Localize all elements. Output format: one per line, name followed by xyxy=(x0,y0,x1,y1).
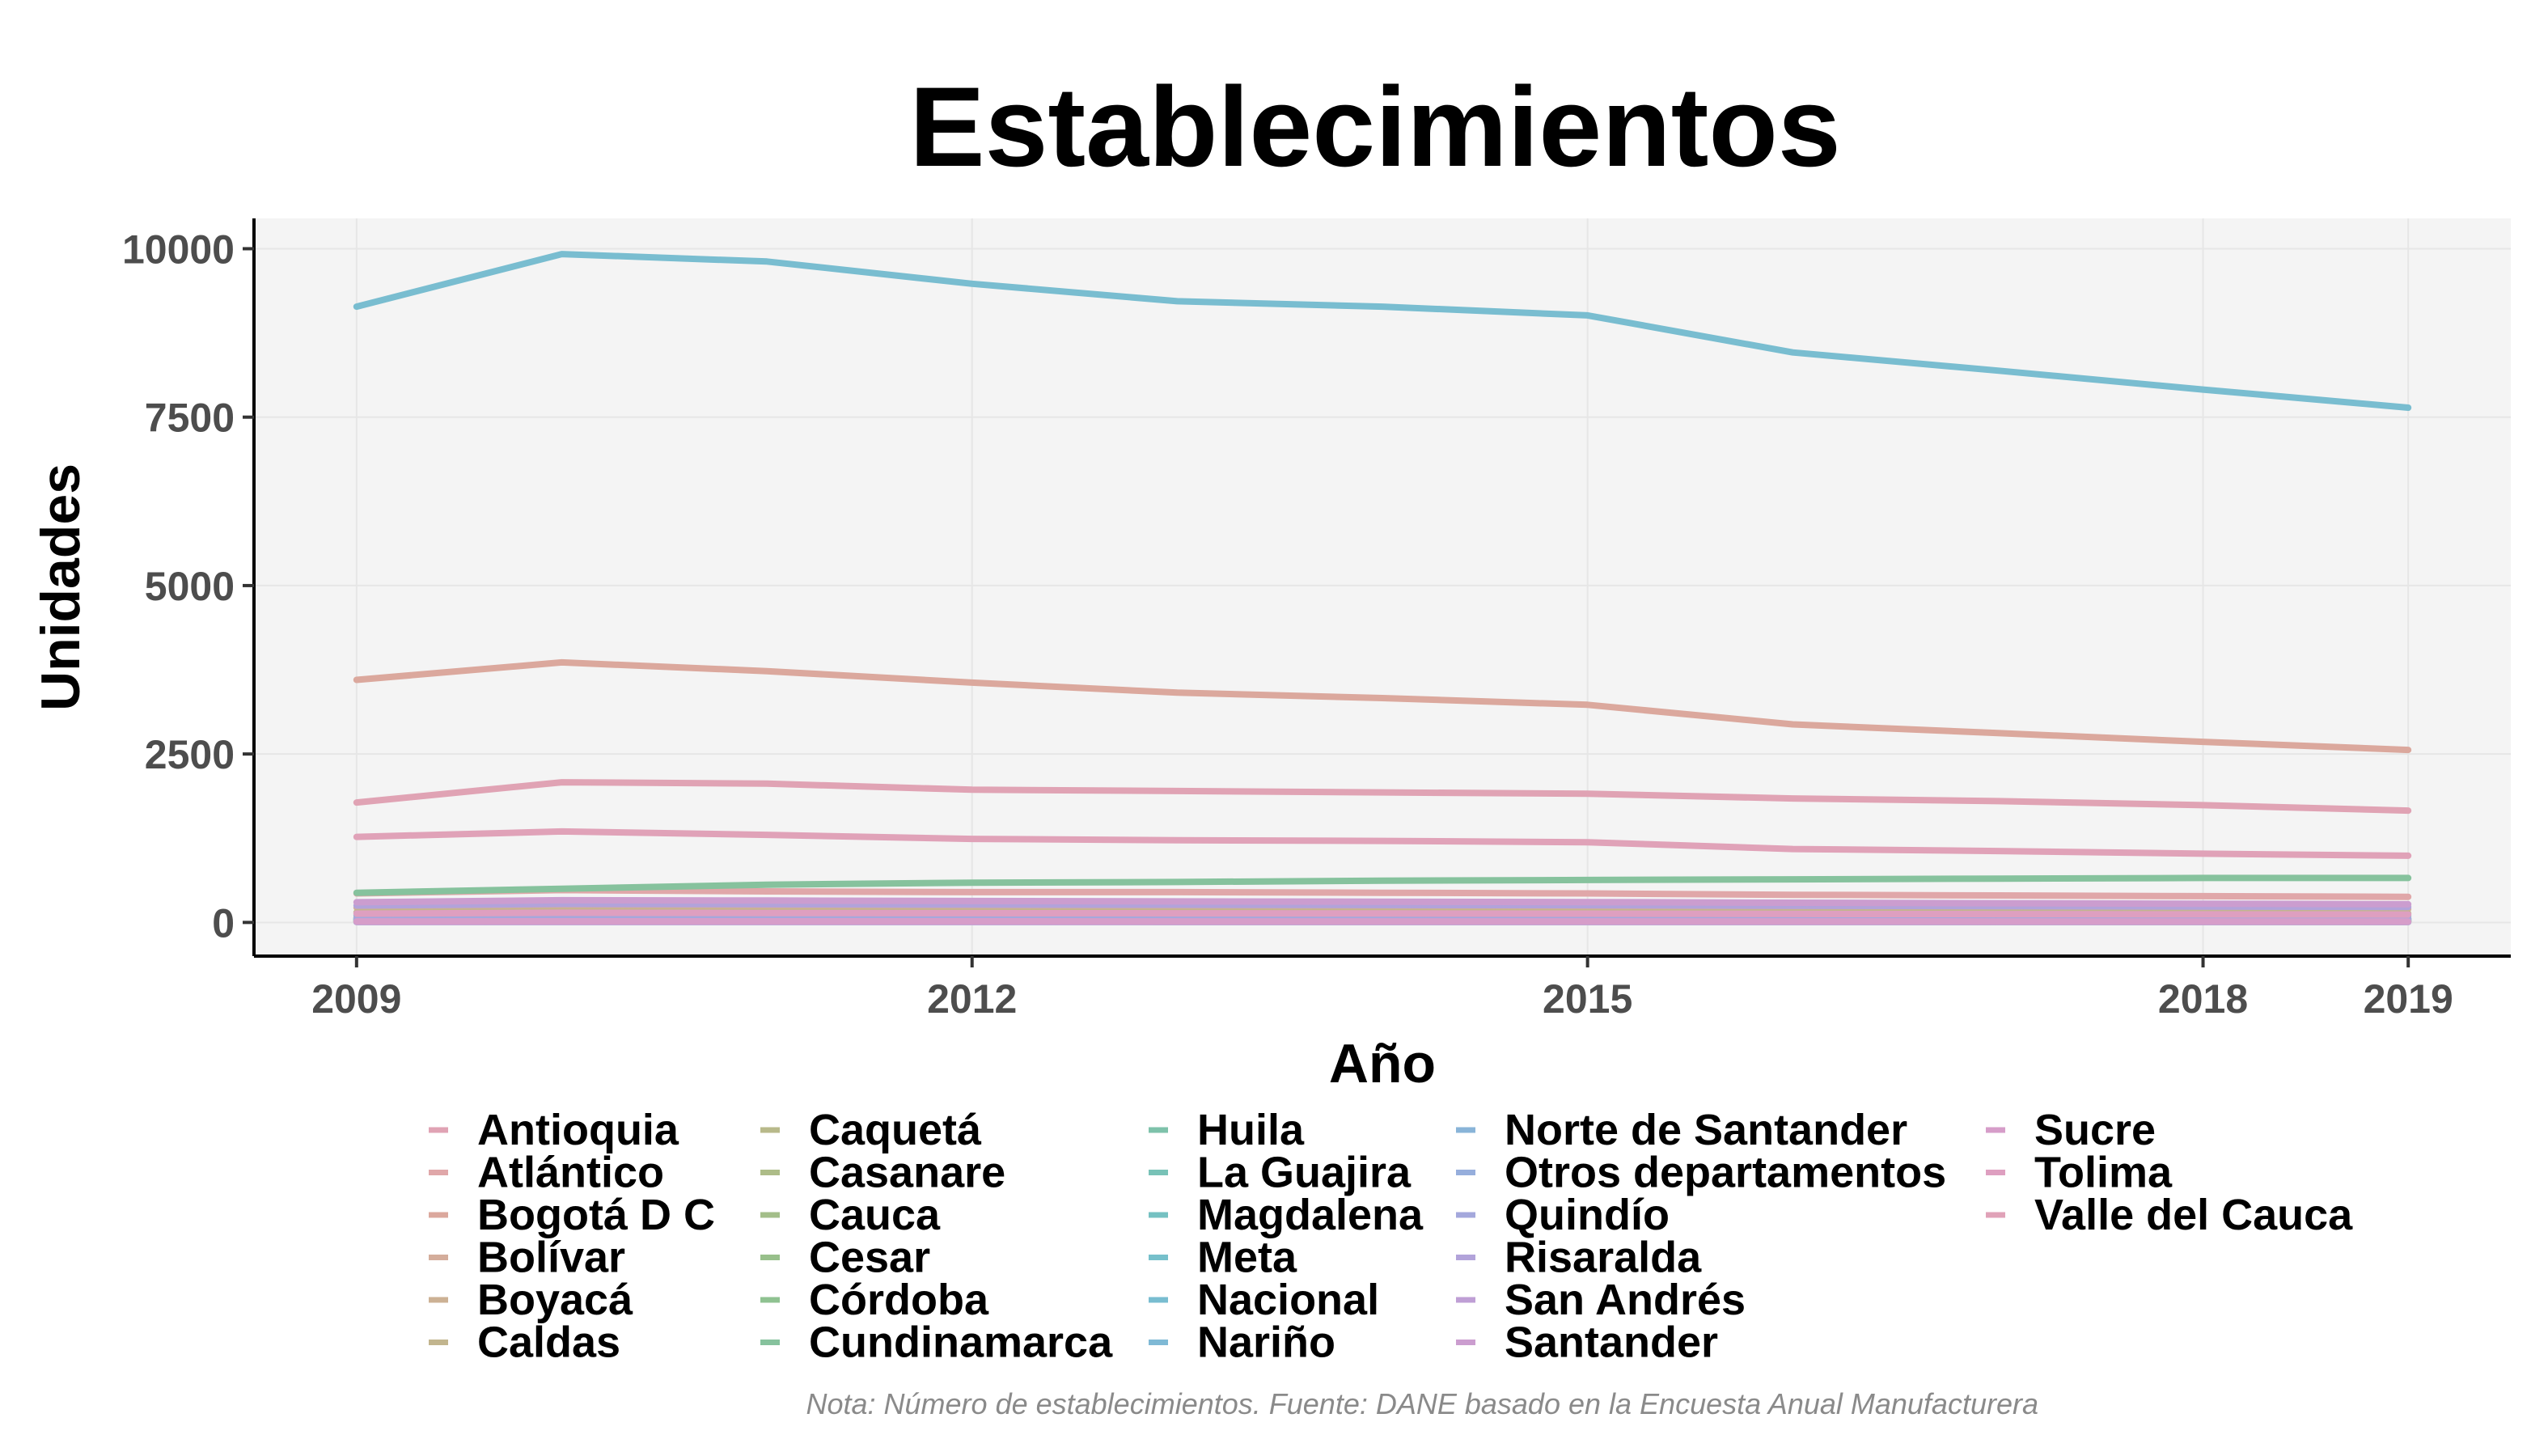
series-line-atlántico xyxy=(353,887,2412,900)
x-tick-label: 2019 xyxy=(2364,976,2453,1022)
x-axis-ticks: 2009 2012 2015 2018 2019 xyxy=(311,956,2453,1022)
legend-label: Huila xyxy=(1197,1106,1305,1154)
legend-label: Valle del Cauca xyxy=(2034,1191,2353,1239)
legend-label: Meta xyxy=(1197,1234,1297,1282)
series-line-tolima xyxy=(353,909,2412,918)
series-line-nacional xyxy=(353,251,2412,411)
series-line-bogotá-d-c xyxy=(353,658,2412,754)
y-tick-label: 0 xyxy=(212,900,235,946)
legend-label: Bolívar xyxy=(477,1234,625,1282)
legend-label: Sucre xyxy=(2034,1106,2156,1154)
legend-label: Cundinamarca xyxy=(809,1318,1113,1367)
series-line-antioquia xyxy=(353,779,2412,815)
legend-label: Boyacá xyxy=(477,1276,633,1324)
legend-label: San Andrés xyxy=(1505,1276,1746,1324)
y-tick-label: 10000 xyxy=(122,226,235,272)
legend-label: Casanare xyxy=(809,1149,1005,1197)
legend-label: Norte de Santander xyxy=(1505,1106,1907,1154)
legend-label: La Guajira xyxy=(1197,1149,1412,1197)
series-line-santander xyxy=(353,896,2412,908)
y-axis-ticks: 0 2500 5000 7500 10000 xyxy=(122,226,254,946)
legend-label: Atlántico xyxy=(477,1149,664,1197)
legend-label: Bogotá D C xyxy=(477,1191,715,1239)
x-tick-label: 2009 xyxy=(311,976,401,1022)
legend-label: Magdalena xyxy=(1197,1191,1424,1239)
legend-label: Cauca xyxy=(809,1191,941,1239)
legend-label: Caldas xyxy=(477,1318,620,1367)
legend-label: Nacional xyxy=(1197,1276,1379,1324)
legend-label: Tolima xyxy=(2034,1149,2173,1197)
x-axis-title: Año xyxy=(1329,1033,1436,1094)
series-line-cundinamarca xyxy=(353,874,2412,896)
y-axis-title: Unidades xyxy=(30,463,91,711)
chart-title: Establecimientos xyxy=(909,63,1841,190)
legend-label: Otros departamentos xyxy=(1505,1149,1946,1197)
legend-label: Córdoba xyxy=(809,1276,989,1324)
plot-panel xyxy=(254,218,2511,956)
x-tick-label: 2012 xyxy=(927,976,1017,1022)
y-tick-label: 2500 xyxy=(145,732,235,777)
legend-label: Antioquia xyxy=(477,1106,679,1154)
x-tick-label: 2018 xyxy=(2158,976,2248,1022)
legend-label: Caquetá xyxy=(809,1106,982,1154)
y-tick-label: 7500 xyxy=(145,396,235,441)
legend-label: Risaralda xyxy=(1505,1234,1702,1282)
x-tick-label: 2015 xyxy=(1543,976,1632,1022)
series-lines xyxy=(353,251,2412,925)
legend-label: Cesar xyxy=(809,1234,930,1282)
series-line-valle-del-cauca xyxy=(353,827,2412,859)
legend-label: Nariño xyxy=(1197,1318,1335,1367)
legend-label: Quindío xyxy=(1505,1191,1670,1239)
legend-label: Santander xyxy=(1505,1318,1718,1367)
y-tick-label: 5000 xyxy=(145,564,235,609)
chart-caption: Nota: Número de establecimientos. Fuente… xyxy=(806,1387,2038,1420)
